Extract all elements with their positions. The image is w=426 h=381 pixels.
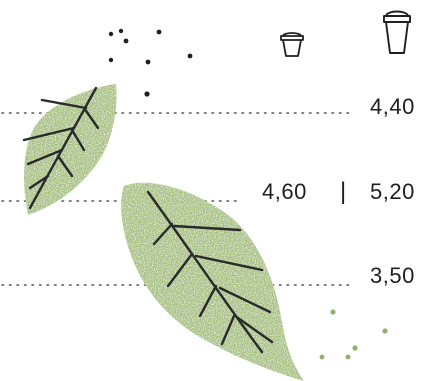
price-row-2-small: 4,60 xyxy=(262,179,307,204)
leaf-icon-large xyxy=(121,182,304,381)
bean-dot xyxy=(187,53,193,59)
accent-dot xyxy=(352,345,358,351)
small-cup-icon xyxy=(279,30,305,63)
price-row-3: 3,50 xyxy=(370,263,415,288)
accent-dot xyxy=(330,309,336,315)
bean-dot xyxy=(108,57,114,63)
bean-dot xyxy=(118,28,124,34)
large-cup-icon xyxy=(381,8,413,61)
leaf-icon-small xyxy=(22,84,117,215)
bean-dots xyxy=(108,28,193,97)
accent-dot xyxy=(345,354,351,360)
accent-dot xyxy=(382,328,388,334)
bean-dot xyxy=(156,29,162,35)
price-row-1: 4,40 xyxy=(370,94,415,119)
accent-dots xyxy=(319,309,388,360)
accent-dot xyxy=(319,354,325,360)
bean-dot xyxy=(144,91,150,97)
bean-dot xyxy=(123,38,129,44)
bean-dot xyxy=(108,31,114,37)
bean-dot xyxy=(145,59,151,65)
price-row-2-large: 5,20 xyxy=(370,179,415,204)
price-separator: | xyxy=(340,178,347,205)
